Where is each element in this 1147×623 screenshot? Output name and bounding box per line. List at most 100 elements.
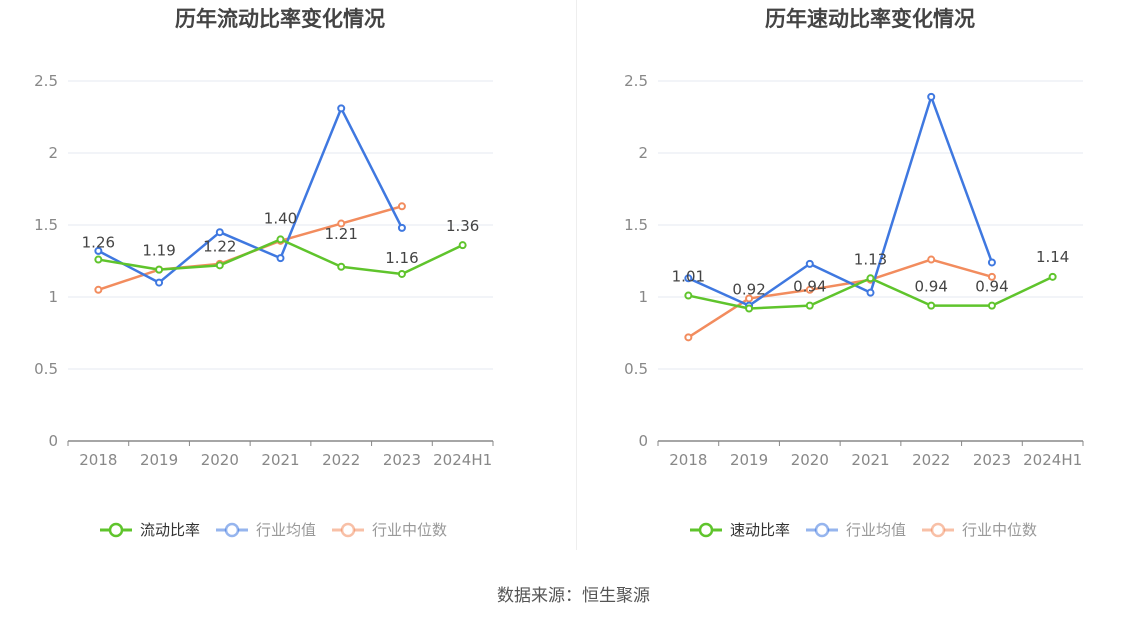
data-point	[397, 202, 406, 211]
y-tick-label: 1.5	[624, 216, 648, 234]
y-tick-label: 2.5	[34, 72, 58, 90]
data-point	[805, 259, 814, 268]
series-line	[687, 95, 994, 307]
legend-marker	[930, 522, 946, 538]
series-line	[687, 258, 993, 339]
data-point	[987, 301, 996, 310]
data-point	[215, 228, 224, 237]
data-point	[927, 255, 936, 264]
x-tick-label: 2018	[669, 451, 707, 469]
series-1	[94, 235, 467, 278]
y-tick-label: 2	[48, 144, 58, 162]
legend-marker	[108, 522, 124, 538]
data-point	[397, 223, 406, 232]
y-tick-label: 1.5	[34, 216, 58, 234]
legend-item-3: 行业中位数	[922, 521, 1037, 539]
data-point	[805, 285, 814, 294]
x-tick-label: 2021	[851, 451, 889, 469]
data-point	[745, 304, 754, 313]
data-point	[805, 301, 814, 310]
y-tick-label: 0.5	[624, 360, 648, 378]
x-tick-label: 2020	[201, 451, 239, 469]
data-point	[397, 269, 406, 278]
x-tick-label: 2024H1	[1023, 451, 1082, 469]
legend-marker	[814, 522, 830, 538]
data-label: 1.13	[854, 250, 887, 268]
data-label: 1.01	[672, 268, 705, 286]
data-label: 1.16	[385, 249, 418, 267]
series-line	[97, 107, 404, 284]
data-point	[1048, 272, 1057, 281]
legend-item-1: 流动比率	[100, 521, 200, 539]
y-tick-label: 0	[638, 432, 648, 450]
x-tick-label: 2019	[140, 451, 178, 469]
data-label: 1.14	[1036, 248, 1069, 266]
y-tick-label: 2.5	[624, 72, 648, 90]
data-point	[866, 288, 875, 297]
legend-label: 速动比率	[730, 521, 790, 539]
data-point	[94, 255, 103, 264]
y-tick-label: 0	[48, 432, 58, 450]
data-point	[215, 261, 224, 270]
data-point	[94, 246, 103, 255]
data-point	[458, 241, 467, 250]
data-label: 0.94	[793, 278, 826, 296]
data-label: 1.36	[446, 217, 479, 235]
x-tick-label: 2024H1	[433, 451, 492, 469]
data-point	[94, 285, 103, 294]
data-point	[745, 294, 754, 303]
x-tick-label: 2022	[322, 451, 360, 469]
x-tick-label: 2022	[912, 451, 950, 469]
data-point	[927, 92, 936, 101]
series-2	[94, 104, 406, 287]
data-point	[337, 219, 346, 228]
y-tick-label: 2	[638, 144, 648, 162]
data-point	[987, 272, 996, 281]
data-label: 0.94	[975, 278, 1008, 296]
data-label: 1.19	[142, 242, 175, 260]
x-tick-label: 2023	[973, 451, 1011, 469]
y-tick-label: 1	[48, 288, 58, 306]
data-label: 1.26	[82, 234, 115, 252]
legend-label: 流动比率	[140, 521, 200, 539]
series-1	[684, 272, 1057, 313]
x-tick-label: 2018	[79, 451, 117, 469]
x-tick-label: 2019	[730, 451, 768, 469]
data-label: 1.21	[325, 225, 358, 243]
series-2	[684, 92, 996, 310]
data-point	[155, 278, 164, 287]
data-point	[276, 254, 285, 263]
data-point	[927, 301, 936, 310]
legend-marker	[224, 522, 240, 538]
data-point	[337, 104, 346, 113]
legend-item-3: 行业中位数	[332, 521, 447, 539]
x-tick-label: 2020	[791, 451, 829, 469]
legend-label: 行业均值	[256, 521, 316, 539]
data-label: 0.92	[732, 281, 765, 299]
data-point	[684, 333, 693, 342]
data-point	[276, 235, 285, 244]
data-point	[684, 274, 693, 283]
legend-label: 行业中位数	[962, 521, 1037, 539]
legend-label: 行业中位数	[372, 521, 447, 539]
legend-item-2: 行业均值	[216, 521, 316, 539]
legend-item-1: 速动比率	[690, 521, 790, 539]
legend-marker	[340, 522, 356, 538]
chart-title: 历年流动比率变化情况	[175, 7, 385, 31]
data-label: 0.94	[915, 278, 948, 296]
y-tick-label: 1	[638, 288, 648, 306]
legend-label: 行业均值	[846, 521, 906, 539]
x-tick-label: 2023	[383, 451, 421, 469]
chart-panel-1: 历年流动比率变化情况 0 0.5 1 1.5 2 2.5 2018 2019 2020 2021 20…	[34, 7, 494, 539]
data-label: 1.40	[264, 209, 297, 227]
data-point	[866, 274, 875, 283]
y-tick-label: 0.5	[34, 360, 58, 378]
data-source-note: 数据来源：恒生聚源	[497, 586, 650, 606]
data-point	[684, 291, 693, 300]
legend-marker	[698, 522, 714, 538]
x-tick-label: 2021	[261, 451, 299, 469]
legend-item-2: 行业均值	[806, 521, 906, 539]
data-point	[987, 258, 996, 267]
data-point	[337, 262, 346, 271]
